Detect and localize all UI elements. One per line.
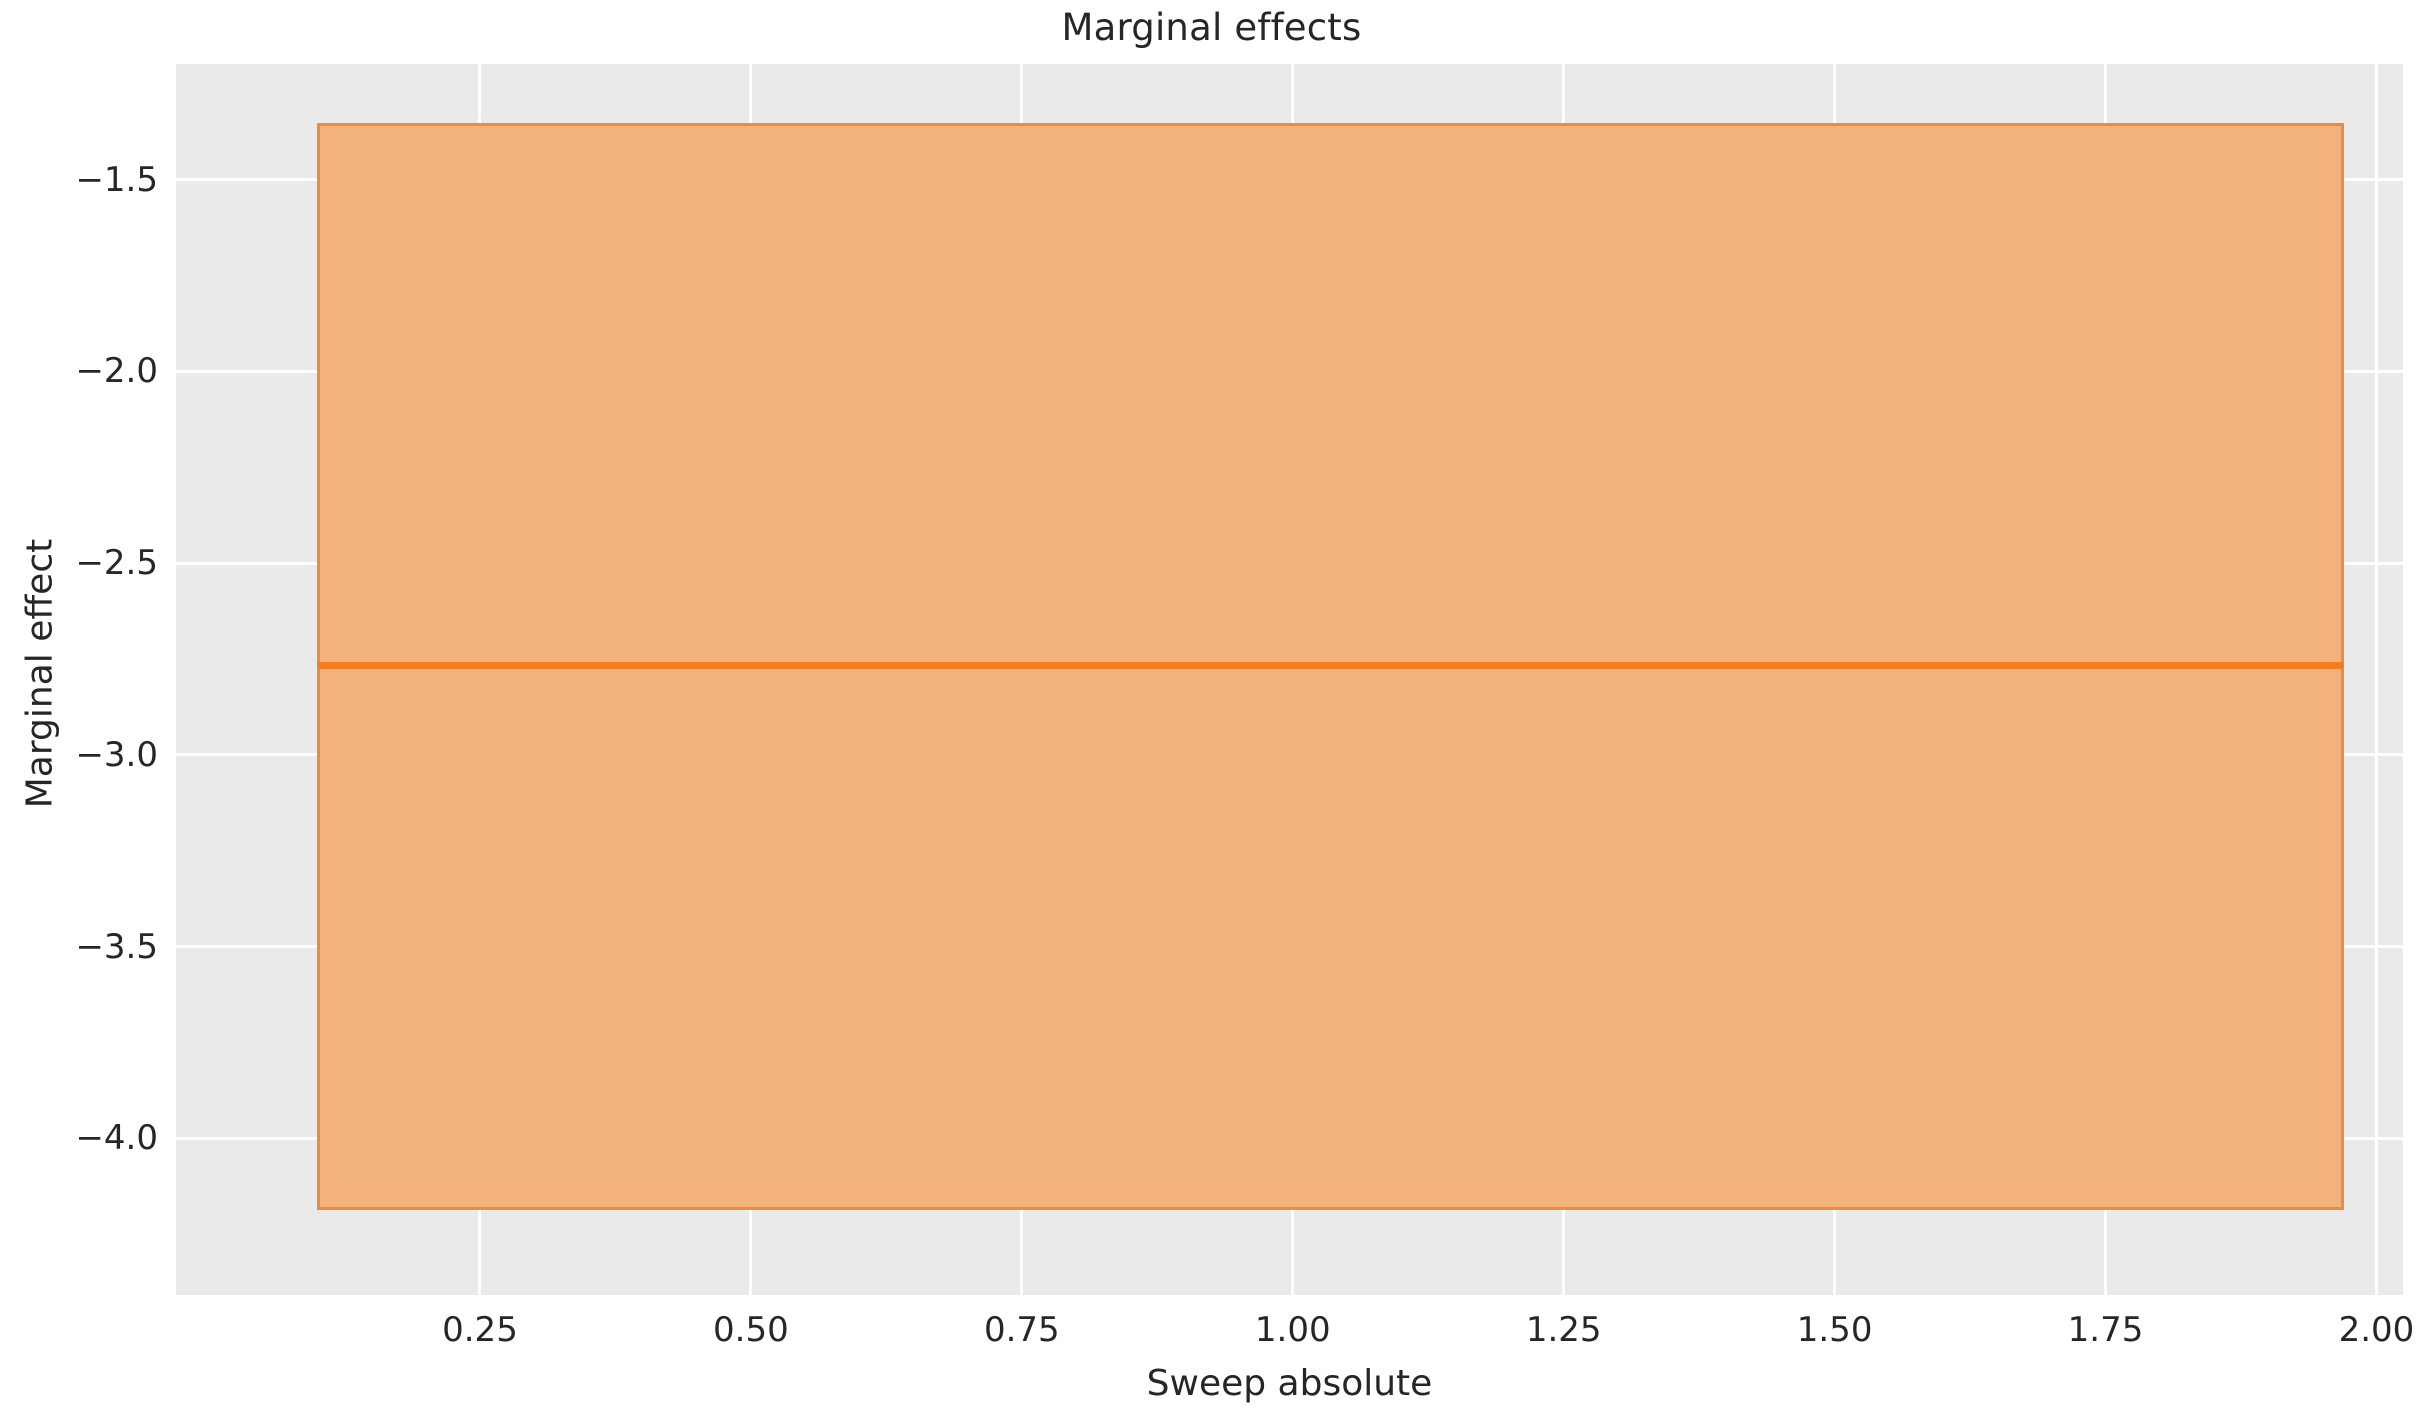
y-tick-label: −2.0 [75,351,158,392]
x-axis-label: Sweep absolute [1146,1363,1433,1404]
x-tick-label: 0.75 [983,1310,1060,1350]
plot-axes [176,64,2403,1295]
x-tick-label: 1.75 [2067,1310,2144,1350]
x-tick-label: 1.25 [1525,1310,1602,1350]
x-axis-tick-labels: 0.25 0.50 0.75 1.00 1.25 1.50 1.75 2.00 [176,1310,2414,1356]
y-axis-tick-labels: −1.5 −2.0 −2.5 −3.0 −3.5 −4.0 [0,64,158,1295]
x-tick-label: 0.50 [713,1310,789,1350]
y-axis-label: Marginal effect [19,538,61,809]
y-tick-label: −3.0 [75,734,158,775]
marginal-effect-line [317,662,2344,670]
gridline-vertical [2374,64,2378,1295]
x-tick-label: 1.00 [1254,1310,1331,1350]
x-tick-label: 0.25 [442,1310,518,1350]
y-tick-label: −2.5 [75,543,158,584]
y-tick-label: −3.5 [75,926,158,967]
y-tick-label: −1.5 [75,159,158,200]
x-tick-label: 2.00 [2338,1310,2415,1350]
x-tick-label: 1.50 [1796,1310,1873,1350]
y-tick-label: −4.0 [75,1118,158,1159]
chart-title: Marginal effects [1061,6,1362,49]
